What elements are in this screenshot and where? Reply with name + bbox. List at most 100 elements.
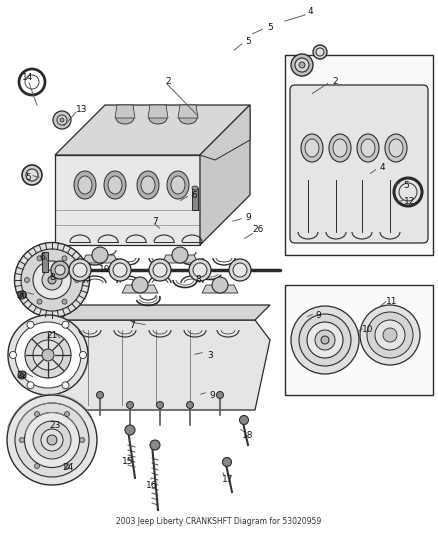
Ellipse shape	[27, 382, 34, 389]
Ellipse shape	[153, 263, 167, 277]
Ellipse shape	[33, 261, 71, 299]
Polygon shape	[148, 105, 168, 118]
Text: 26: 26	[252, 225, 264, 235]
Ellipse shape	[25, 413, 80, 467]
Ellipse shape	[313, 45, 327, 59]
Text: 6: 6	[39, 254, 45, 262]
Ellipse shape	[25, 278, 29, 282]
Ellipse shape	[104, 171, 126, 199]
Text: 18: 18	[242, 431, 254, 440]
Ellipse shape	[60, 118, 64, 122]
Polygon shape	[200, 105, 250, 245]
Text: 14: 14	[22, 74, 34, 83]
Text: 2: 2	[165, 77, 171, 86]
Ellipse shape	[315, 330, 335, 350]
Polygon shape	[192, 188, 198, 210]
Ellipse shape	[383, 328, 397, 342]
Text: 22: 22	[16, 370, 28, 379]
Ellipse shape	[295, 58, 309, 72]
Text: 4: 4	[307, 7, 313, 17]
Ellipse shape	[150, 440, 160, 450]
Polygon shape	[200, 105, 250, 160]
Ellipse shape	[316, 48, 324, 56]
Ellipse shape	[18, 371, 26, 379]
Text: 9: 9	[209, 391, 215, 400]
Polygon shape	[178, 105, 198, 118]
Text: 5: 5	[25, 174, 31, 182]
Text: 3: 3	[207, 351, 213, 359]
Ellipse shape	[305, 139, 319, 157]
Ellipse shape	[149, 112, 167, 124]
Text: 15: 15	[122, 457, 134, 466]
Ellipse shape	[64, 411, 70, 416]
Ellipse shape	[26, 169, 38, 181]
Ellipse shape	[73, 263, 87, 277]
Text: 2: 2	[332, 77, 338, 86]
Text: 11: 11	[386, 297, 398, 306]
Ellipse shape	[357, 134, 379, 162]
Ellipse shape	[62, 382, 69, 389]
Ellipse shape	[74, 278, 80, 282]
Ellipse shape	[360, 305, 420, 365]
Ellipse shape	[41, 429, 63, 451]
Ellipse shape	[35, 411, 39, 416]
Ellipse shape	[192, 186, 198, 190]
Text: 17: 17	[222, 475, 234, 484]
Ellipse shape	[109, 259, 131, 281]
Ellipse shape	[291, 306, 359, 374]
Ellipse shape	[321, 336, 329, 344]
Ellipse shape	[216, 392, 223, 399]
Text: 5: 5	[267, 23, 273, 33]
Ellipse shape	[7, 395, 97, 485]
Ellipse shape	[22, 165, 42, 185]
Ellipse shape	[149, 259, 171, 281]
Ellipse shape	[64, 464, 70, 469]
Ellipse shape	[212, 277, 228, 293]
Text: 20: 20	[16, 290, 28, 300]
Ellipse shape	[53, 111, 71, 129]
Ellipse shape	[69, 259, 91, 281]
Ellipse shape	[25, 332, 71, 378]
Ellipse shape	[42, 349, 54, 361]
Ellipse shape	[27, 321, 34, 328]
Ellipse shape	[385, 134, 407, 162]
Ellipse shape	[80, 438, 85, 442]
Text: 9: 9	[245, 214, 251, 222]
Ellipse shape	[137, 171, 159, 199]
Text: 8: 8	[49, 273, 55, 282]
Ellipse shape	[42, 270, 62, 290]
Polygon shape	[42, 252, 48, 272]
Polygon shape	[162, 255, 198, 263]
Ellipse shape	[132, 277, 148, 293]
Ellipse shape	[125, 425, 135, 435]
Ellipse shape	[187, 401, 194, 408]
Ellipse shape	[57, 115, 67, 125]
Ellipse shape	[55, 265, 65, 275]
Ellipse shape	[171, 176, 185, 194]
Ellipse shape	[8, 315, 88, 395]
Ellipse shape	[15, 403, 89, 477]
Text: 21: 21	[46, 330, 58, 340]
Ellipse shape	[15, 322, 81, 388]
Ellipse shape	[367, 312, 413, 358]
Text: 13: 13	[76, 106, 88, 115]
Ellipse shape	[20, 293, 24, 297]
Ellipse shape	[172, 247, 188, 263]
Text: 12: 12	[404, 198, 416, 206]
Text: 4: 4	[379, 164, 385, 173]
Ellipse shape	[189, 259, 211, 281]
Polygon shape	[60, 305, 270, 320]
Ellipse shape	[141, 176, 155, 194]
Text: 7: 7	[129, 320, 135, 329]
Ellipse shape	[229, 259, 251, 281]
Ellipse shape	[301, 134, 323, 162]
Text: 9: 9	[315, 311, 321, 319]
Ellipse shape	[113, 263, 127, 277]
Polygon shape	[115, 105, 135, 118]
Ellipse shape	[299, 314, 351, 366]
Ellipse shape	[80, 351, 86, 359]
Ellipse shape	[62, 256, 67, 261]
Ellipse shape	[51, 261, 69, 279]
Polygon shape	[202, 285, 238, 293]
Ellipse shape	[35, 464, 39, 469]
